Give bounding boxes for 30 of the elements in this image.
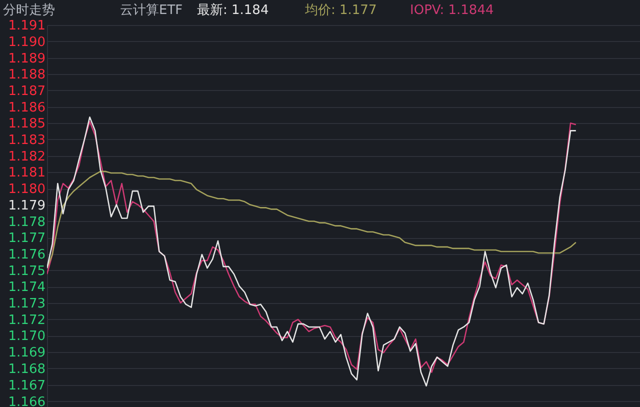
y-tick-label: 1.186 — [8, 100, 46, 116]
text: 最新: 1.184 — [197, 3, 269, 18]
y-tick-label: 1.172 — [8, 312, 46, 328]
y-tick-label: 1.178 — [8, 214, 46, 230]
y-tick-label: 1.182 — [8, 149, 46, 164]
y-tick-label: 1.188 — [8, 68, 46, 83]
y-tick-label: 1.190 — [8, 34, 46, 50]
y-tick-label: 1.173 — [8, 296, 46, 312]
y-tick-label: 1.191 — [8, 18, 46, 34]
y-tick-label: 1.170 — [8, 329, 46, 344]
y-tick-label: 1.189 — [8, 51, 46, 66]
y-tick-label: 1.185 — [8, 116, 46, 132]
y-tick-label: 1.187 — [8, 84, 46, 99]
y-tick-label: 1.181 — [8, 166, 46, 181]
y-tick-label: 1.175 — [8, 264, 46, 279]
y-tick-label: 1.166 — [8, 394, 46, 407]
y-tick-label: 1.179 — [8, 198, 46, 214]
chart-subtitle: 云计算ETF — [120, 3, 183, 18]
y-tick-label: 1.167 — [8, 378, 46, 394]
y-tick-label: 1.174 — [8, 280, 46, 296]
y-tick-label: 1.180 — [8, 182, 46, 198]
line-series — [47, 170, 577, 269]
y-tick-label: 1.183 — [8, 132, 46, 148]
text: 均价: 1.177 — [304, 3, 377, 18]
y-tick-label: 1.169 — [8, 346, 46, 361]
text: IOPV: 1.1844 — [410, 3, 494, 18]
y-tick-label: 1.176 — [8, 248, 46, 263]
chart-title: 分时走势 — [3, 3, 55, 18]
y-tick-label: 1.177 — [8, 231, 46, 246]
y-tick-label: 1.168 — [8, 362, 46, 377]
